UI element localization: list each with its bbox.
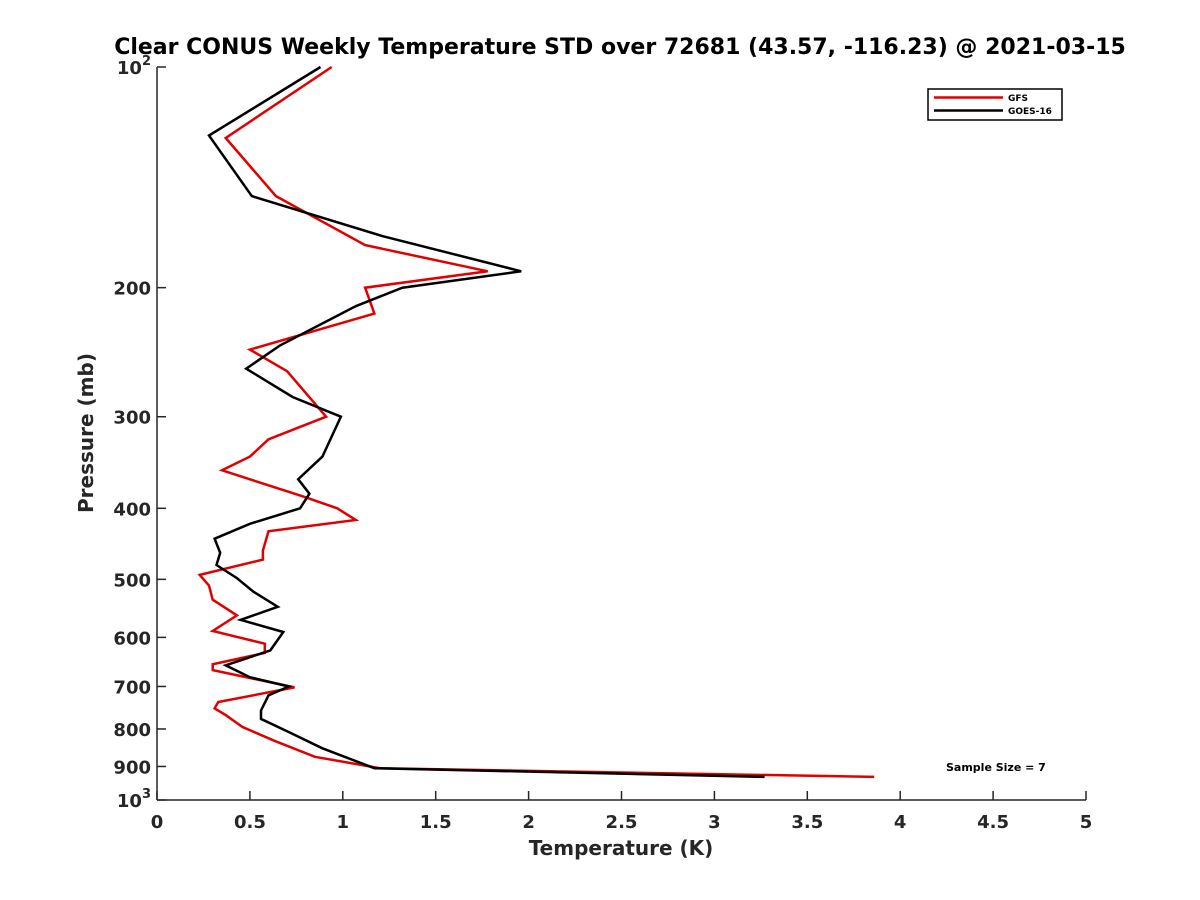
x-tick-label: 1 <box>337 812 350 833</box>
y-tick-label: 103 <box>117 787 151 812</box>
x-tick-label: 2.5 <box>606 812 638 833</box>
series-line-gfs <box>197 65 875 779</box>
sample-size-annotation: Sample Size = 7 <box>946 761 1046 774</box>
y-tick-label: 700 <box>113 677 151 698</box>
x-tick-label: 3.5 <box>791 812 823 833</box>
y-tick-label: 200 <box>113 279 151 300</box>
x-tick-label: 2 <box>522 812 535 833</box>
y-axis-ticks: 102 200 300 400 500 600 700 800 900 103 <box>113 54 166 812</box>
x-axis-label: Temperature (K) <box>529 836 714 860</box>
y-tick-label: 500 <box>113 570 151 591</box>
legend: GFS GOES-16 <box>927 88 1063 121</box>
legend-box <box>927 88 1063 121</box>
x-tick-label: 4.5 <box>977 812 1009 833</box>
legend-label-goes16: GOES-16 <box>1008 107 1052 117</box>
y-tick-label: 300 <box>113 408 151 429</box>
y-tick-label: 102 <box>117 54 151 79</box>
x-tick-label: 0 <box>151 812 164 833</box>
x-tick-label: 4 <box>894 812 907 833</box>
y-axis-label: Pressure (mb) <box>74 353 98 513</box>
x-tick-label: 0.5 <box>234 812 266 833</box>
y-tick-label: 600 <box>113 628 151 649</box>
legend-label-gfs: GFS <box>1008 94 1028 104</box>
series-line-goes16 <box>207 65 765 779</box>
series-group <box>197 65 875 779</box>
y-tick-label: 800 <box>113 720 151 741</box>
x-tick-label: 3 <box>708 812 721 833</box>
x-tick-label: 1.5 <box>420 812 452 833</box>
x-tick-label: 5 <box>1080 812 1093 833</box>
y-tick-label: 900 <box>113 757 151 778</box>
x-axis-ticks: 0 0.5 1 1.5 2 2.5 3 3.5 4 4.5 5 <box>151 791 1093 833</box>
chart-title: Clear CONUS Weekly Temperature STD over … <box>114 35 1126 60</box>
y-tick-label: 400 <box>113 499 151 520</box>
